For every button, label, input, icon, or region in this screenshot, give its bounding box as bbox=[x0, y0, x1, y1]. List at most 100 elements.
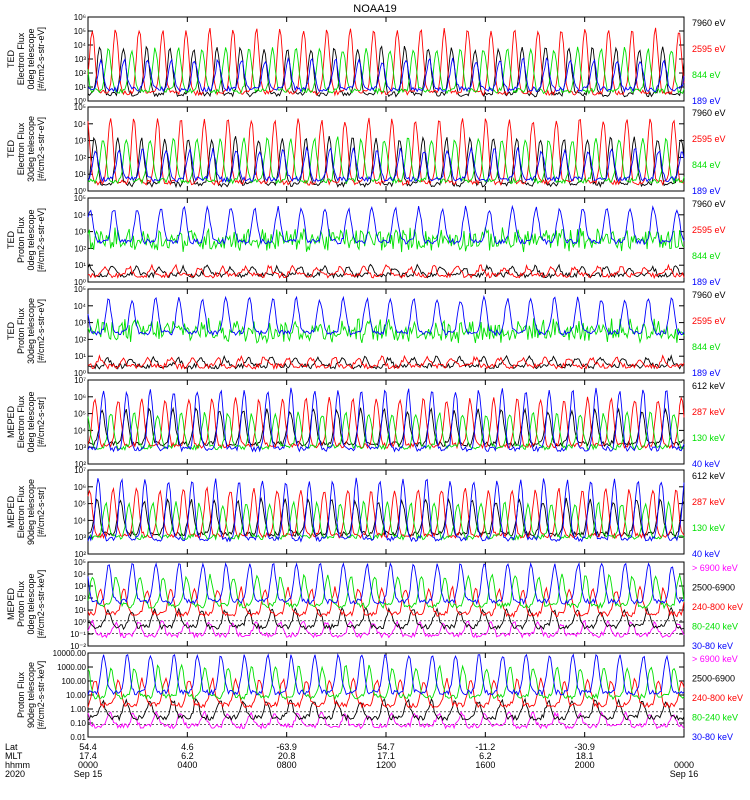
legend-entry: > 6900 keV bbox=[692, 563, 738, 573]
y-axis-label: 0deg telescope bbox=[26, 573, 36, 634]
legend-entry: 2595 eV bbox=[692, 225, 726, 235]
y-tick-label: 10⁵ bbox=[74, 558, 86, 567]
panel-3: 10⁰ 10¹ 10² 10³ 10⁴ 10⁵ TED Proton Flux 0deg tel… bbox=[6, 194, 726, 287]
y-tick-label: 10000.00 bbox=[53, 649, 87, 658]
y-axis-label: TED bbox=[6, 49, 16, 68]
figure-title: NOAA19 bbox=[353, 3, 396, 15]
legend-entry: 844 eV bbox=[692, 342, 721, 352]
legend-entry: 2595 eV bbox=[692, 316, 726, 326]
y-tick-label: 10⁰ bbox=[74, 369, 86, 378]
footer-value: -63.9 bbox=[276, 742, 297, 752]
legend-entry: 240-800 keV bbox=[692, 693, 743, 703]
legend-entry: 844 eV bbox=[692, 251, 721, 261]
footer-value: 4.6 bbox=[181, 742, 194, 752]
y-tick-label: 0.10 bbox=[70, 719, 86, 728]
y-tick-label: 10⁻² bbox=[70, 642, 86, 651]
series-line bbox=[87, 136, 685, 189]
series-line bbox=[87, 57, 685, 93]
series-line bbox=[87, 697, 685, 722]
y-axis-label: [#/cm2-s-str-keV] bbox=[36, 570, 46, 639]
legend-entry: 240-800 keV bbox=[692, 602, 743, 612]
y-tick-label: 10² bbox=[74, 594, 86, 603]
panel-1: 10⁰ 10¹ 10² 10³ 10⁴ 10⁵ 10⁶ TED Electron Flux 0de… bbox=[6, 13, 726, 106]
y-axis-label: [#/cm2-s-str-eV] bbox=[36, 299, 46, 363]
footer-value: 1600 bbox=[475, 760, 495, 770]
y-tick-label: 10⁻¹ bbox=[70, 630, 86, 639]
y-axis-label: MEPED bbox=[6, 496, 16, 529]
legend-entry: > 6900 keV bbox=[692, 654, 738, 664]
legend-entry: 7960 eV bbox=[692, 199, 726, 209]
y-tick-label: 10⁰ bbox=[74, 187, 86, 196]
series-line bbox=[87, 663, 685, 701]
footer-value: 0000 bbox=[674, 760, 694, 770]
series-line bbox=[87, 227, 685, 253]
y-tick-label: 10³ bbox=[74, 582, 86, 591]
y-axis-label: Electron Flux bbox=[16, 395, 26, 448]
y-tick-label: 10⁴ bbox=[74, 211, 87, 220]
y-axis-label: TED bbox=[6, 139, 16, 158]
footer-value: 1200 bbox=[376, 760, 396, 770]
y-tick-label: 10⁵ bbox=[74, 410, 86, 419]
legend-entry: 7960 eV bbox=[692, 108, 726, 118]
y-tick-label: 10⁴ bbox=[74, 120, 87, 129]
y-axis-label: Proton Flux bbox=[16, 580, 26, 627]
y-tick-label: 10.00 bbox=[66, 691, 87, 700]
legend-entry: 287 keV bbox=[692, 407, 725, 417]
footer-value: 0800 bbox=[277, 760, 297, 770]
legend-entry: 2595 eV bbox=[692, 44, 726, 54]
legend-entry: 189 eV bbox=[692, 186, 721, 196]
footer-value: -30.9 bbox=[574, 742, 595, 752]
legend-entry: 130 keV bbox=[692, 523, 725, 533]
y-axis-label: 0deg telescope bbox=[26, 209, 36, 270]
y-tick-label: 10² bbox=[74, 244, 86, 253]
y-tick-label: 1.00 bbox=[70, 705, 86, 714]
series-line bbox=[87, 146, 685, 184]
y-tick-label: 10⁶ bbox=[74, 483, 86, 492]
y-tick-label: 10³ bbox=[74, 55, 86, 64]
series-line bbox=[87, 396, 685, 450]
legend-entry: 844 eV bbox=[692, 70, 721, 80]
y-tick-label: 10¹ bbox=[74, 83, 86, 92]
y-tick-label: 10⁴ bbox=[74, 570, 87, 579]
legend-entry: 7960 eV bbox=[692, 290, 726, 300]
legend-entry: 612 keV bbox=[692, 471, 725, 481]
y-tick-label: 10³ bbox=[74, 137, 86, 146]
footer-value: 6.2 bbox=[479, 751, 492, 761]
y-tick-label: 10¹ bbox=[74, 261, 86, 270]
series-line bbox=[87, 354, 685, 370]
y-tick-label: 10⁵ bbox=[74, 103, 86, 112]
series-line bbox=[87, 710, 685, 730]
y-tick-label: 100.00 bbox=[62, 677, 87, 686]
footer-value: 0000 bbox=[78, 760, 98, 770]
legend-entry: 612 keV bbox=[692, 381, 725, 391]
footer-row-label: Lat bbox=[5, 742, 18, 752]
footer-row-label: hhmm bbox=[5, 760, 30, 770]
footer-value: 6.2 bbox=[181, 751, 194, 761]
series-line bbox=[87, 573, 685, 610]
legend-entry: 2500-6900 bbox=[692, 583, 735, 593]
y-tick-label: 10⁶ bbox=[74, 393, 86, 402]
legend-entry: 40 keV bbox=[692, 459, 720, 469]
series-line bbox=[87, 263, 685, 280]
y-axis-label: Proton Flux bbox=[16, 307, 26, 354]
y-tick-label: 10³ bbox=[74, 533, 86, 542]
y-axis-label: MEPED bbox=[6, 588, 16, 621]
legend-entry: 30-80 keV bbox=[692, 641, 733, 651]
y-tick-label: 10³ bbox=[74, 319, 86, 328]
y-tick-label: 10⁷ bbox=[74, 376, 86, 385]
y-axis-label: 0deg telescope bbox=[26, 391, 36, 452]
series-line bbox=[87, 676, 685, 709]
y-tick-label: 10² bbox=[74, 153, 86, 162]
y-axis-label: Electron Flux bbox=[16, 32, 26, 85]
series-line bbox=[87, 619, 685, 639]
y-tick-label: 10⁷ bbox=[74, 466, 86, 475]
footer-value: 17.4 bbox=[79, 751, 97, 761]
legend-entry: 30-80 keV bbox=[692, 732, 733, 742]
series-line bbox=[87, 27, 685, 97]
panel-2: 10⁰ 10¹ 10² 10³ 10⁴ 10⁵ TED Electron Flux 30deg … bbox=[6, 103, 726, 196]
legend-entry: 130 keV bbox=[692, 433, 725, 443]
y-tick-label: 10⁵ bbox=[74, 27, 86, 36]
y-tick-label: 10³ bbox=[74, 443, 86, 452]
